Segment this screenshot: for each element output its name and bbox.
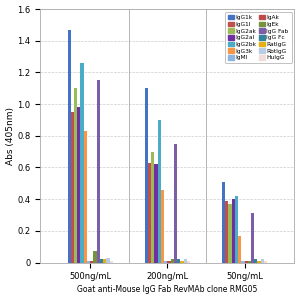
Bar bbox=[167, 261, 171, 262]
Bar bbox=[77, 107, 80, 262]
Bar bbox=[71, 112, 74, 262]
Bar bbox=[161, 190, 164, 262]
Bar bbox=[84, 131, 87, 262]
Bar bbox=[261, 260, 264, 262]
X-axis label: Goat anti-Mouse IgG Fab RevMAb clone RMG05: Goat anti-Mouse IgG Fab RevMAb clone RMG… bbox=[77, 285, 258, 294]
Legend: IgG1k, IgG1l, IgG2ak, IgG2al, IgG2bk, IgG3k, IgMl, IgAk, IgEk, IgG Fab, IgG Fc, : IgG1k, IgG1l, IgG2ak, IgG2al, IgG2bk, Ig… bbox=[225, 12, 292, 63]
Bar bbox=[180, 261, 184, 262]
Bar bbox=[222, 182, 225, 262]
Bar bbox=[235, 196, 238, 262]
Bar bbox=[106, 258, 110, 262]
Bar bbox=[80, 63, 84, 262]
Bar bbox=[225, 201, 228, 262]
Bar bbox=[87, 261, 90, 262]
Bar bbox=[100, 260, 103, 262]
Bar bbox=[171, 260, 174, 262]
Bar bbox=[164, 261, 167, 262]
Bar bbox=[254, 260, 257, 262]
Bar bbox=[103, 260, 106, 262]
Bar bbox=[90, 261, 94, 262]
Bar bbox=[184, 260, 187, 262]
Bar bbox=[248, 261, 251, 262]
Bar bbox=[241, 261, 244, 262]
Bar bbox=[257, 261, 261, 262]
Bar bbox=[110, 261, 113, 262]
Bar bbox=[238, 236, 241, 262]
Bar bbox=[228, 204, 232, 262]
Bar bbox=[187, 261, 190, 262]
Bar bbox=[68, 30, 71, 262]
Bar bbox=[177, 260, 180, 262]
Y-axis label: Abs (405nm): Abs (405nm) bbox=[6, 107, 15, 165]
Bar bbox=[264, 261, 267, 262]
Bar bbox=[174, 144, 177, 262]
Bar bbox=[232, 199, 235, 262]
Bar bbox=[154, 164, 158, 262]
Bar bbox=[244, 261, 248, 262]
Bar bbox=[148, 163, 151, 262]
Bar bbox=[251, 213, 254, 262]
Bar bbox=[94, 251, 97, 262]
Bar bbox=[74, 88, 77, 262]
Bar bbox=[158, 120, 161, 262]
Bar bbox=[145, 88, 148, 262]
Bar bbox=[151, 152, 154, 262]
Bar bbox=[97, 80, 100, 262]
